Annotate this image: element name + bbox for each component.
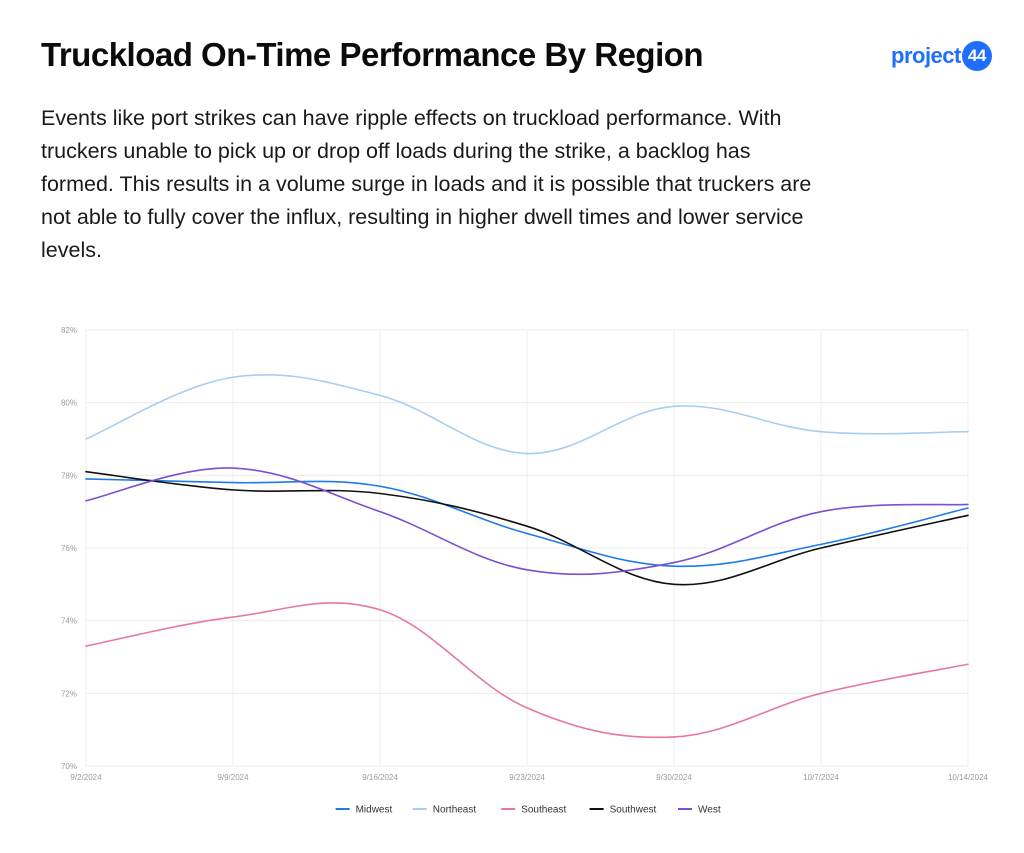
y-tick-label: 74%: [61, 617, 77, 626]
legend-label-southeast: Southeast: [521, 805, 566, 816]
series-line-southeast: [85, 602, 969, 739]
y-tick-label: 70%: [61, 762, 77, 771]
y-tick-label: 82%: [61, 326, 77, 335]
legend: Midwest Northeast Southeast Southwest West: [335, 805, 721, 816]
y-tick-label: 78%: [61, 471, 77, 480]
legend-label-northeast: Northeast: [433, 805, 477, 816]
series-line-northeast: [85, 373, 969, 455]
description: Events like port strikes can have ripple…: [41, 106, 812, 262]
y-tick-label: 72%: [61, 689, 77, 698]
logo-wordmark: project: [891, 43, 961, 68]
project44-logo: project 44: [891, 41, 992, 71]
x-tick-label: 9/9/2024: [217, 773, 249, 782]
y-tick-label: 76%: [61, 544, 77, 553]
grid-layer: [85, 329, 969, 767]
series-layer: [85, 373, 969, 739]
page-title: Truckload On-Time Performance By Region: [41, 36, 704, 73]
x-tick-label: 10/7/2024: [803, 773, 839, 782]
x-tick-label: 9/30/2024: [656, 773, 692, 782]
logo-badge: 44: [961, 41, 992, 71]
x-tick-label: 9/23/2024: [509, 773, 545, 782]
legend-label-midwest: Midwest: [356, 805, 393, 816]
series-line-midwest: [85, 478, 969, 568]
series-line-southwest: [85, 470, 969, 586]
legend-label-west: West: [698, 805, 721, 816]
x-tick-label: 9/2/2024: [70, 773, 102, 782]
series-line-west: [85, 467, 969, 576]
tick-layer: 70% 72% 74% 76% 78% 80% 82% 9/2/2024 9/9/2024 9/1…: [61, 326, 989, 782]
x-tick-label: 10/14/2024: [948, 773, 989, 782]
legend-label-southwest: Southwest: [610, 805, 657, 816]
x-tick-label: 9/16/2024: [362, 773, 398, 782]
y-tick-label: 80%: [61, 399, 77, 408]
